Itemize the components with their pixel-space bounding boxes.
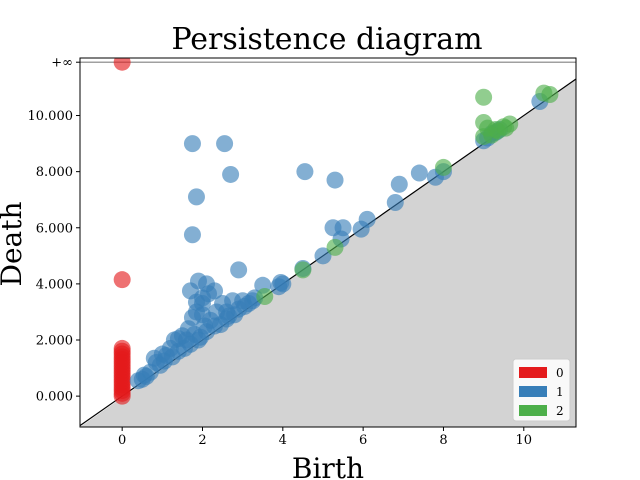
point-dim-1 bbox=[187, 188, 205, 206]
point-dim-2 bbox=[475, 88, 493, 106]
legend-label-2: 2 bbox=[556, 404, 564, 418]
y-tick-label: 6.000 bbox=[36, 221, 73, 236]
y-tick-label: 10.000 bbox=[28, 109, 74, 124]
point-dim-2 bbox=[475, 128, 493, 146]
y-axis-label: Death bbox=[0, 202, 28, 287]
point-dim-0 bbox=[113, 271, 131, 289]
axis-ticks: 0 2 4 6 8 10 0.000 2.000 4.000 6.000 8.000 10.000 +∞ bbox=[28, 56, 533, 448]
x-axis-label: Birth bbox=[292, 452, 364, 480]
point-dim-1 bbox=[296, 163, 314, 181]
plot-area bbox=[80, 58, 576, 427]
point-dim-1 bbox=[390, 175, 408, 193]
legend-swatch-1 bbox=[519, 386, 547, 397]
y-tick-label: 0.000 bbox=[36, 390, 73, 405]
point-dim-2 bbox=[294, 261, 312, 279]
point-dim-2 bbox=[326, 238, 344, 256]
point-dim-1 bbox=[314, 247, 332, 265]
x-tick-label: 2 bbox=[198, 433, 206, 448]
point-dim-1 bbox=[410, 164, 428, 182]
point-dim-1 bbox=[326, 171, 344, 189]
point-dim-1 bbox=[163, 348, 181, 366]
point-dim-1 bbox=[220, 307, 238, 325]
point-dim-2 bbox=[541, 85, 559, 103]
x-tick-label: 4 bbox=[279, 433, 287, 448]
point-dim-0 bbox=[113, 387, 131, 405]
legend-swatch-0 bbox=[519, 367, 547, 378]
point-dim-1 bbox=[352, 220, 370, 238]
point-dim-2 bbox=[497, 119, 515, 137]
plot-frame bbox=[79, 57, 577, 428]
point-dim-1 bbox=[240, 295, 258, 313]
x-tick-label: 8 bbox=[439, 433, 447, 448]
point-dim-1 bbox=[222, 165, 240, 183]
infinity-tick-label: +∞ bbox=[51, 56, 73, 71]
point-dim-1 bbox=[216, 135, 234, 153]
point-dim-1 bbox=[183, 226, 201, 244]
legend-label-0: 0 bbox=[556, 366, 564, 380]
legend: 0 1 2 bbox=[512, 358, 571, 422]
point-dim-1 bbox=[230, 261, 248, 279]
chart-title: Persistence diagram bbox=[171, 22, 482, 57]
y-tick-label: 2.000 bbox=[36, 334, 73, 349]
y-tick-label: 4.000 bbox=[36, 277, 73, 292]
legend-swatch-2 bbox=[519, 405, 547, 416]
point-dim-1 bbox=[135, 366, 153, 384]
x-tick-label: 6 bbox=[359, 433, 367, 448]
y-tick-label: 8.000 bbox=[36, 165, 73, 180]
point-dim-1 bbox=[191, 328, 209, 346]
point-dim-1 bbox=[183, 135, 201, 153]
legend-label-1: 1 bbox=[556, 385, 564, 399]
x-tick-label: 10 bbox=[516, 433, 533, 448]
point-dim-1 bbox=[272, 273, 290, 291]
point-dim-0 bbox=[113, 58, 131, 71]
x-tick-label: 0 bbox=[118, 433, 126, 448]
point-dim-2 bbox=[256, 288, 274, 306]
point-dim-1 bbox=[386, 194, 404, 212]
point-dim-2 bbox=[434, 158, 452, 176]
